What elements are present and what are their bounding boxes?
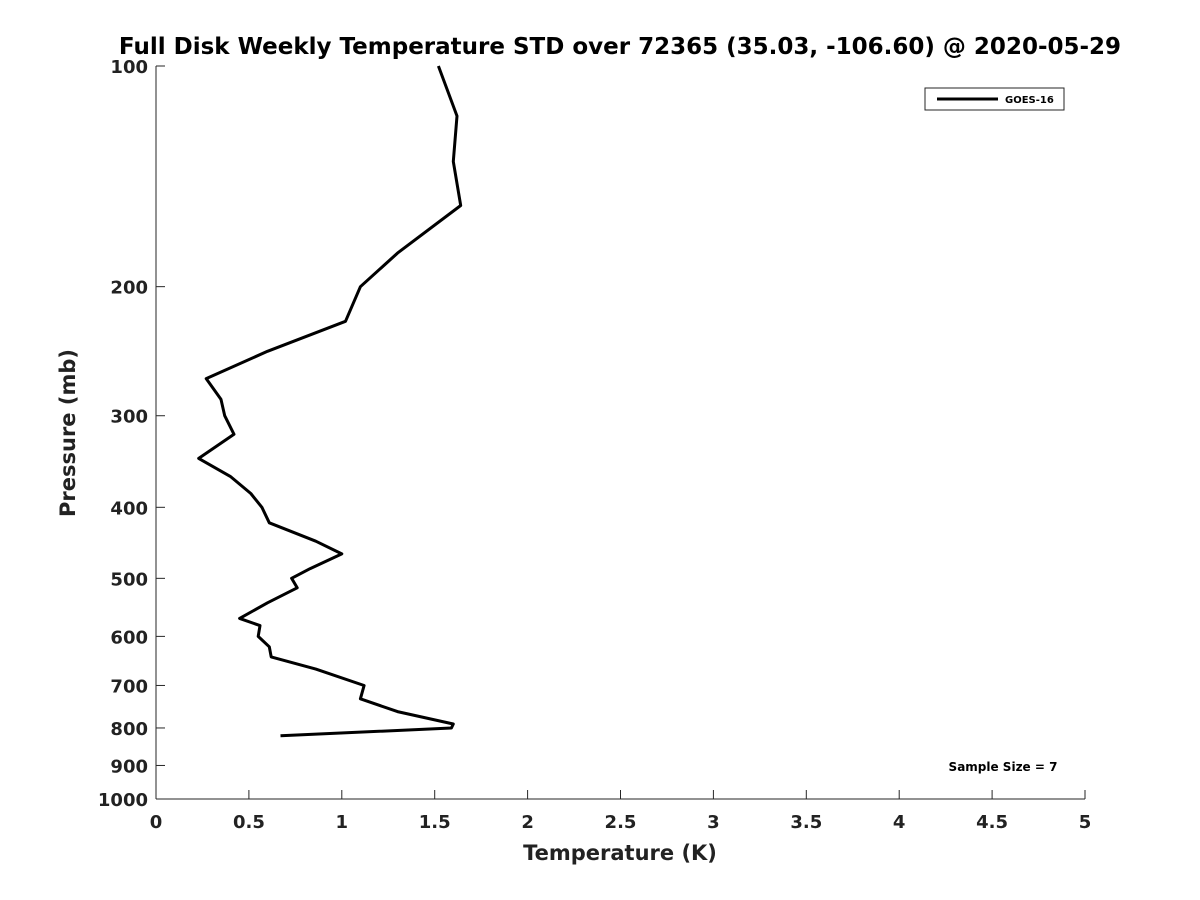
- y-tick-label: 200: [110, 278, 148, 299]
- y-tick-label: 600: [110, 627, 148, 648]
- y-tick-label: 400: [110, 498, 148, 519]
- y-axis-label: Pressure (mb): [56, 349, 80, 517]
- x-tick-label: 2.5: [605, 812, 637, 833]
- x-axis-label: Temperature (K): [523, 841, 717, 865]
- x-tick-label: 2: [521, 812, 534, 833]
- y-tick-label: 100: [110, 57, 148, 78]
- plot-area: [156, 66, 1085, 799]
- y-tick-label: 700: [110, 676, 148, 697]
- legend-label-goes-16: GOES-16: [1005, 95, 1054, 106]
- series-line-goes-16: [197, 65, 463, 738]
- x-tick-label: 0.5: [233, 812, 265, 833]
- y-tick-label: 800: [110, 719, 148, 740]
- x-tick-label: 5: [1079, 812, 1092, 833]
- y-tick-label: 1000: [98, 790, 148, 811]
- chart-title: Full Disk Weekly Temperature STD over 72…: [119, 34, 1121, 60]
- x-tick-label: 4: [893, 812, 906, 833]
- x-ticks: 0 0.5 1 1.5 2 2.5 3 3.5 4 4.5 5: [150, 790, 1092, 833]
- y-tick-label: 500: [110, 569, 148, 590]
- x-tick-label: 1.5: [419, 812, 451, 833]
- x-tick-label: 4.5: [976, 812, 1008, 833]
- x-tick-label: 0: [150, 812, 163, 833]
- x-tick-label: 3: [707, 812, 720, 833]
- sample-size-note: Sample Size = 7: [949, 760, 1058, 774]
- y-tick-label: 300: [110, 407, 148, 428]
- x-tick-label: 3.5: [790, 812, 822, 833]
- x-tick-label: 1: [336, 812, 349, 833]
- y-ticks: 100 200 300 400 500 600 700 800 900 1000: [98, 57, 165, 811]
- y-tick-label: 900: [110, 756, 148, 777]
- legend: GOES-16: [924, 87, 1065, 111]
